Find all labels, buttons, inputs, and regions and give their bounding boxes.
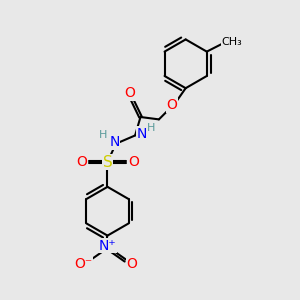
Text: S: S xyxy=(103,155,112,170)
Text: H: H xyxy=(146,123,155,133)
Text: N⁺: N⁺ xyxy=(99,239,116,253)
Text: N: N xyxy=(109,135,119,149)
Text: O⁻: O⁻ xyxy=(74,256,92,271)
Text: O: O xyxy=(128,155,139,169)
Text: O: O xyxy=(76,155,87,169)
Text: O: O xyxy=(124,86,135,100)
Text: CH₃: CH₃ xyxy=(221,37,242,46)
Text: O: O xyxy=(166,98,177,112)
Text: H: H xyxy=(99,130,107,140)
Text: O: O xyxy=(126,256,137,271)
Text: N: N xyxy=(136,127,147,141)
